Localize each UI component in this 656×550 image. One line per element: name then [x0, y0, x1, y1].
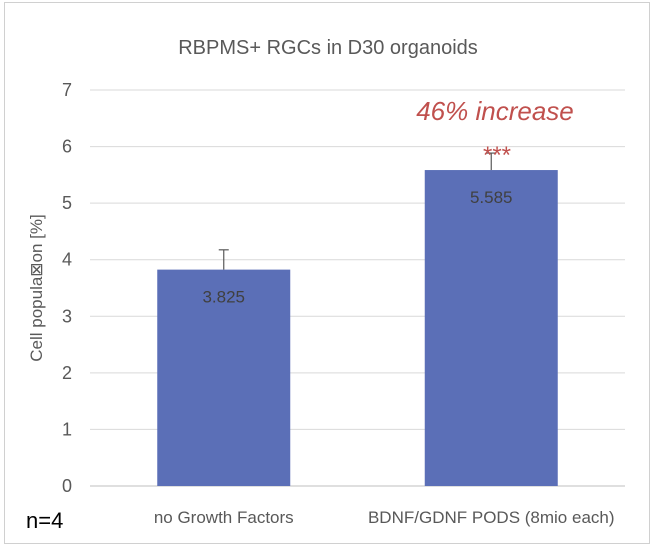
y-tick-label: 2 [62, 363, 72, 383]
data-label: 3.825 [202, 288, 245, 307]
y-tick-label: 0 [62, 476, 72, 496]
data-label: 5.585 [470, 188, 513, 207]
chart-title: RBPMS+ RGCs in D30 organoids [178, 37, 478, 59]
bar [424, 170, 558, 486]
bars [157, 170, 558, 486]
data-labels: 3.825 5.585 [202, 188, 512, 307]
y-tick-label: 3 [62, 306, 72, 326]
error-bars [218, 152, 497, 270]
y-tick-label: 1 [62, 419, 72, 439]
significance-stars: *** [483, 142, 511, 169]
y-tick-labels: 0 1 2 3 4 5 6 7 [62, 80, 72, 496]
bar [157, 269, 291, 486]
y-tick-label: 4 [62, 250, 72, 270]
sample-size-label: n=4 [26, 508, 63, 533]
y-tick-label: 6 [62, 137, 72, 157]
category-label: BDNF/GDNF PODS (8mio each) [368, 508, 615, 527]
category-label: no Growth Factors [154, 508, 294, 527]
y-tick-label: 5 [62, 193, 72, 213]
category-labels: no Growth Factors BDNF/GDNF PODS (8mio ea… [154, 508, 615, 527]
y-tick-label: 7 [62, 80, 72, 100]
increase-annotation: 46% increase [416, 96, 574, 126]
y-axis-label: Cell popula⊠on [%] [27, 214, 46, 362]
